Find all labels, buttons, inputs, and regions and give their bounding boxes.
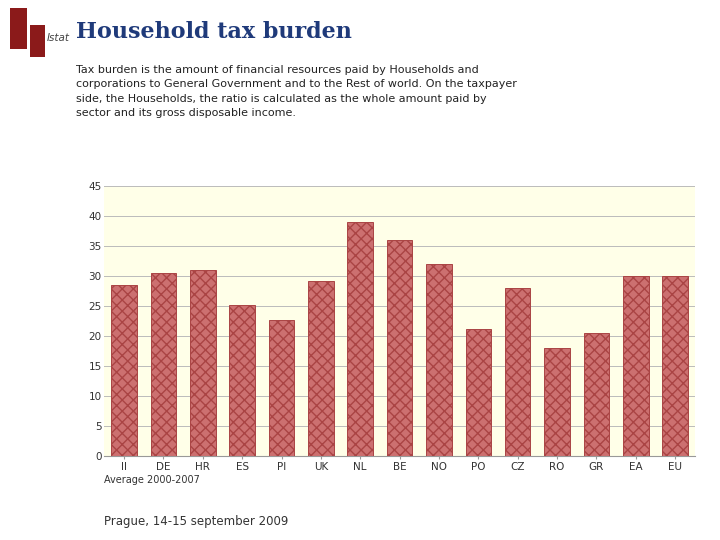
Text: Prague, 14-15 september 2009: Prague, 14-15 september 2009: [104, 515, 289, 528]
Bar: [112, 285, 137, 456]
Bar: [150, 273, 176, 456]
Bar: [230, 305, 255, 456]
Bar: [30, 25, 45, 57]
Bar: [662, 276, 688, 456]
Bar: [387, 240, 413, 456]
Bar: [426, 264, 451, 456]
Text: Tax burden is the amount of financial resources paid by Households and
corporati: Tax burden is the amount of financial re…: [76, 65, 516, 118]
Bar: [544, 348, 570, 456]
Bar: [308, 281, 333, 456]
Bar: [190, 271, 215, 456]
Text: Household tax burden: Household tax burden: [76, 22, 351, 43]
Text: Istat: Istat: [47, 33, 70, 43]
Bar: [505, 288, 531, 456]
Text: Average 2000-2007: Average 2000-2007: [104, 475, 200, 485]
Bar: [348, 222, 373, 456]
Bar: [466, 328, 491, 456]
Bar: [269, 320, 294, 456]
Bar: [623, 276, 649, 456]
Bar: [584, 333, 609, 456]
Bar: [10, 8, 27, 49]
